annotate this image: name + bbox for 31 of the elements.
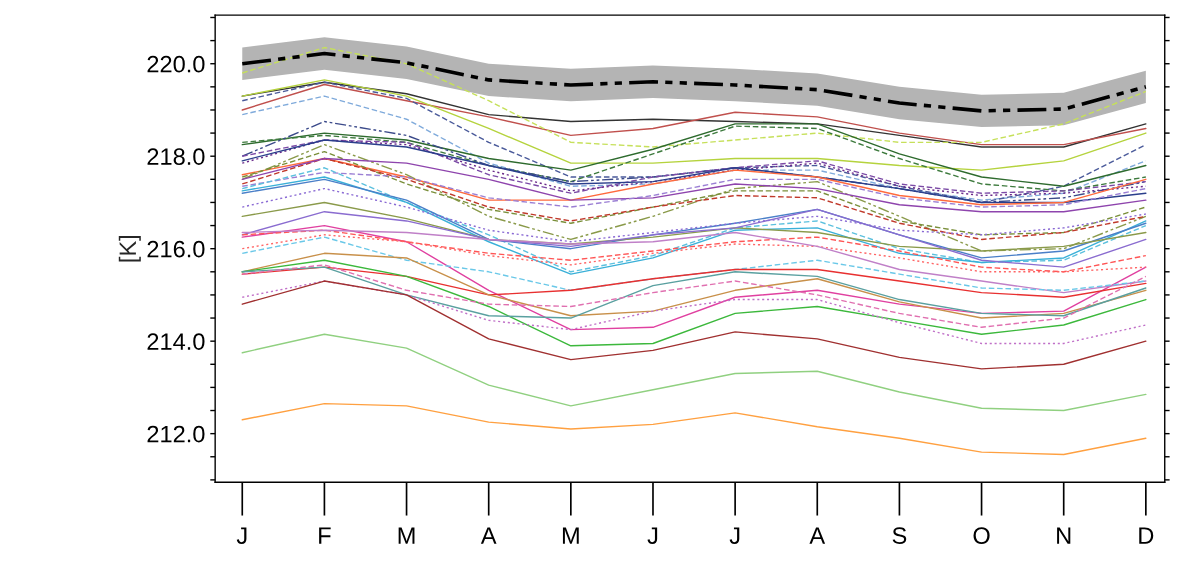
x-tick-label: A: [809, 527, 826, 544]
x-tick-label: J: [729, 527, 740, 544]
line-series: [241, 333, 1147, 412]
line-series: [241, 46, 1147, 148]
x-tick-label: D: [1139, 527, 1154, 544]
x-tick-label: A: [480, 527, 497, 544]
x-tick-label: N: [1057, 527, 1071, 544]
y-tick-label: 216.0: [147, 240, 205, 258]
x-tick-label: O: [973, 527, 990, 544]
line-series: [241, 143, 1147, 252]
line-series: [241, 402, 1147, 456]
line-series: [240, 51, 1148, 113]
x-tick-label: S: [892, 527, 907, 544]
line-series: [241, 229, 1147, 294]
y-axis-title: [K]: [118, 235, 141, 262]
y-tick-label: 214.0: [147, 333, 205, 350]
x-tick-label: M: [562, 527, 579, 544]
y-tick-label: 220.0: [147, 55, 205, 73]
x-tick-label: M: [398, 527, 415, 544]
x-tick-label: F: [319, 527, 331, 544]
line-series: [241, 280, 1147, 345]
y-tick-label: 212.0: [147, 425, 205, 443]
x-tick-label: J: [647, 527, 658, 544]
line-series: [241, 280, 1147, 370]
line-series: [241, 79, 1147, 171]
line-series: [241, 264, 1147, 328]
x-tick-label: J: [236, 527, 247, 544]
line-series: [241, 171, 1147, 208]
y-tick-label: 218.0: [147, 148, 205, 165]
line-series: [241, 224, 1147, 331]
line-series: [241, 266, 1147, 319]
